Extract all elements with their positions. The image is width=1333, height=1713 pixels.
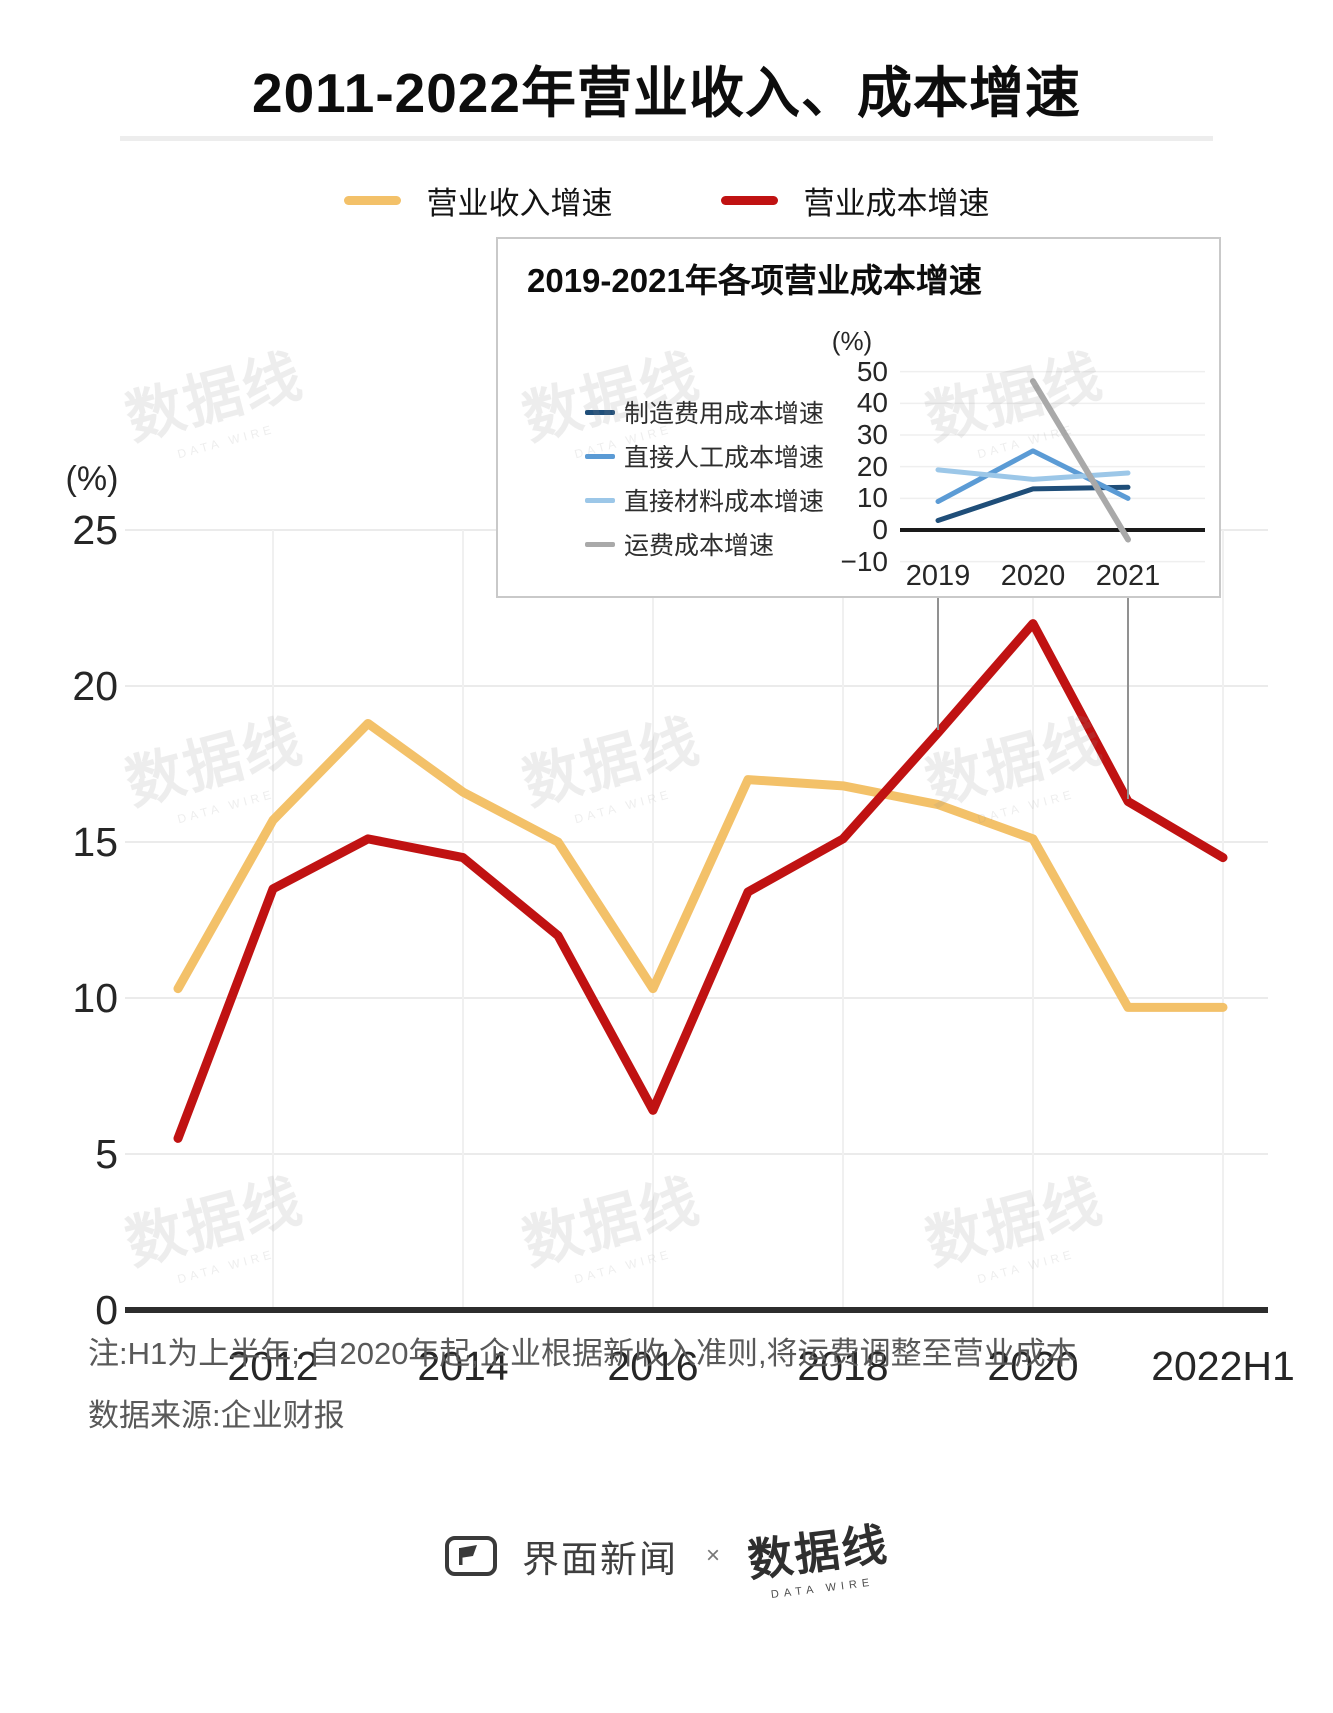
main-y-axis-unit: (%)	[65, 460, 119, 498]
page-title: 2011-2022年营业收入、成本增速	[252, 62, 1081, 124]
footer-brand-bar: 界面新闻 × 数据线 DATA WIRE	[0, 1516, 1333, 1601]
inset-legend-swatch	[585, 497, 615, 503]
main-y-tick-label: 25	[72, 507, 118, 553]
inset-legend-item: 运费成本增速	[585, 529, 775, 560]
legend-label: 营业收入增速	[426, 186, 613, 221]
inset-y-tick-label: 40	[856, 387, 888, 419]
datawire-logo: 数据线 DATA WIRE	[744, 1508, 894, 1604]
jiemian-logo-icon	[444, 1535, 498, 1577]
inset-legend-label: 直接人工成本增速	[624, 444, 825, 472]
inset-legend-swatch	[585, 453, 615, 459]
inset-series-line-运费成本增速	[1030, 378, 1131, 543]
main-y-tick-label: 10	[72, 975, 118, 1021]
inset-y-tick-label: 50	[856, 355, 888, 387]
series-line-营业成本增速	[173, 619, 1228, 1143]
main-chart-legend: 营业收入增速 营业成本增速	[0, 178, 1333, 223]
inset-legend-label: 直接材料成本增速	[624, 488, 825, 516]
inset-legend-swatch	[585, 541, 615, 547]
inset-y-tick-label: −10	[840, 545, 889, 577]
legend-item: 营业成本增速	[720, 178, 990, 223]
inset-x-tick-label: 2020	[1000, 560, 1066, 592]
inset-box	[496, 237, 1221, 598]
inset-series-line-直接材料成本增速	[935, 467, 1131, 482]
inset-y-tick-label: 20	[856, 450, 888, 482]
inset-legend-item: 制造费用成本增速	[585, 397, 825, 428]
inset-legend-label: 制造费用成本增速	[624, 400, 825, 428]
title-divider	[120, 136, 1213, 141]
inset-y-tick-label: 0	[872, 514, 888, 545]
inset-y-axis-unit: (%)	[831, 326, 873, 356]
main-x-tick-label: 2022H1	[1151, 1343, 1295, 1389]
legend-swatch	[720, 196, 778, 205]
footnote: 注:H1为上半年; 自2020年起,企业根据新收入准则,将运费调整至营业成本	[88, 1336, 1077, 1371]
jiemian-brand-text: 界面新闻	[521, 1538, 678, 1580]
data-source-note: 数据来源:企业财报	[88, 1398, 345, 1433]
main-y-tick-label: 20	[72, 663, 118, 709]
inset-y-tick-label: 10	[856, 482, 888, 514]
main-x-tick-label: 2016	[607, 1343, 699, 1389]
inset-legend-item: 直接材料成本增速	[585, 485, 825, 516]
inset-y-tick-label: 30	[856, 418, 888, 450]
inset-legend-swatch	[585, 409, 615, 415]
main-y-tick-label: 15	[72, 819, 118, 865]
main-x-tick-label: 2020	[987, 1343, 1079, 1389]
main-y-tick-label: 0	[95, 1287, 118, 1333]
inset-x-tick-label: 2019	[905, 560, 971, 592]
legend-label: 营业成本增速	[803, 186, 990, 221]
footer-separator: ×	[705, 1541, 720, 1569]
inset-x-tick-label: 2021	[1095, 560, 1161, 592]
legend-swatch	[343, 196, 401, 205]
main-x-tick-label: 2014	[417, 1343, 509, 1389]
inset-legend-item: 直接人工成本增速	[585, 441, 825, 472]
main-y-tick-label: 5	[95, 1131, 118, 1177]
inset-chart-title: 2019-2021年各项营业成本增速	[527, 262, 982, 299]
main-x-tick-label: 2012	[227, 1343, 319, 1389]
main-x-tick-label: 2018	[797, 1343, 889, 1389]
legend-item: 营业收入增速	[343, 178, 613, 223]
series-line-营业收入增速	[173, 718, 1228, 1012]
inset-legend-label: 运费成本增速	[624, 532, 775, 560]
